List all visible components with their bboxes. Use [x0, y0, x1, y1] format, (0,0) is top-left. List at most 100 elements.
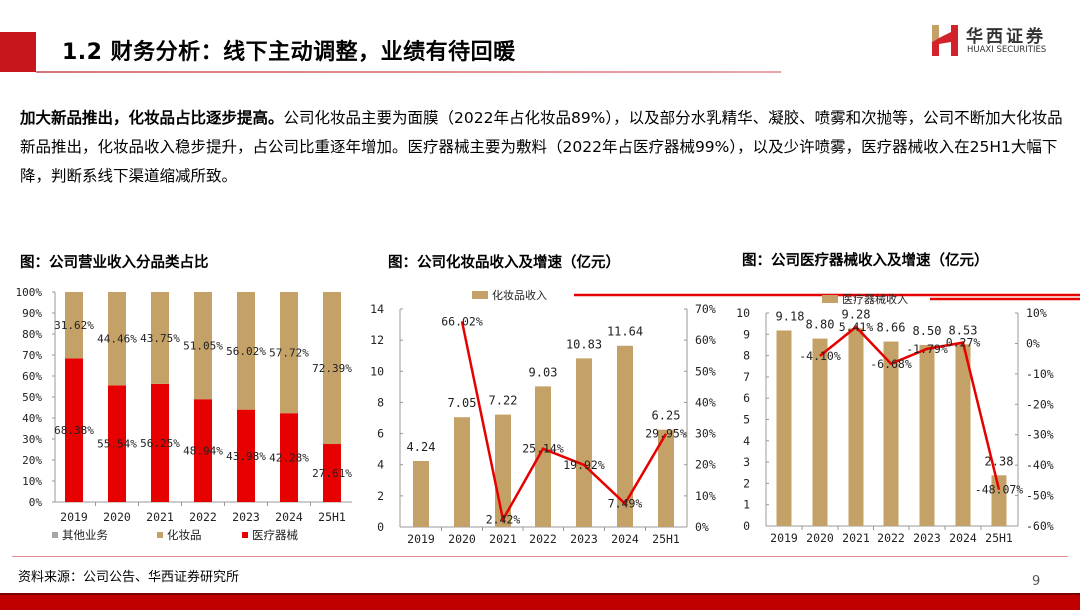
chart1-y-tick-label: 80% [22, 328, 42, 341]
chart1-y-tick-label: 30% [22, 433, 42, 446]
chart1-label-medical: 42.28% [269, 452, 309, 465]
chart2-yoy-label: 19.92% [563, 458, 605, 472]
chart3-bar-label: 8.66 [877, 321, 906, 335]
chart2-x-tick-label: 2019 [407, 532, 435, 546]
chart3-bar-label: 2.38 [985, 454, 1014, 468]
chart3-x-tick-label: 2022 [877, 531, 905, 545]
chart1-label-cosmetics: 44.46% [97, 333, 137, 346]
chart3-bar-label: 8.80 [806, 318, 835, 332]
chart3-y2-tick-label: -10% [1026, 367, 1054, 381]
chart2-y2-tick-label: 70% [695, 302, 716, 316]
chart1-legend-label: 其他业务 [62, 528, 108, 542]
chart1-bar-medical [108, 385, 126, 502]
chart3-x-tick-label: 2020 [806, 531, 834, 545]
chart3-bar [955, 344, 971, 526]
chart1-bar-cosmetics [280, 292, 298, 414]
chart2-y2-tick-label: 50% [695, 364, 716, 378]
chart3-y-tick-label: 5 [743, 413, 750, 427]
chart2-y-tick-label: 10 [370, 364, 384, 378]
chart2-bar [454, 417, 470, 527]
chart3-yoy-label: 0.27% [946, 336, 981, 350]
chart1-bar-medical [280, 413, 298, 502]
chart1-label-medical: 68.38% [54, 424, 94, 437]
chart2-bar-label: 10.83 [566, 337, 602, 351]
chart3-bar [812, 338, 828, 526]
chart1-y-tick-label: 0% [29, 496, 43, 509]
chart2-y-tick-label: 6 [377, 427, 384, 441]
chart1-bar-cosmetics [323, 292, 341, 445]
chart1-legend-swatch [242, 532, 248, 538]
chart2-y2-tick-label: 10% [695, 489, 716, 503]
chart2-bar [535, 386, 551, 527]
chart1-y-tick-label: 60% [22, 370, 42, 383]
chart1-bar-cosmetics [151, 292, 169, 384]
chart3-y2-tick-label: 0% [1026, 336, 1040, 350]
chart3-yoy-label: -4.10% [799, 349, 841, 363]
logo-h-icon [932, 25, 958, 56]
chart2-bar-label: 7.05 [448, 396, 477, 410]
chart3-bar-label: 8.50 [913, 324, 942, 338]
chart3-yoy-label: -48.07% [975, 483, 1024, 497]
chart1-legend-swatch [157, 532, 163, 538]
chart2-legend-bar-swatch [472, 291, 488, 299]
chart1-label-cosmetics: 72.39% [312, 362, 352, 375]
header-accent-block [0, 32, 36, 72]
chart2-y2-tick-label: 0% [695, 520, 709, 534]
chart1-label-medical: 48.94% [183, 445, 223, 458]
chart3-yoy-label: -6.68% [870, 357, 912, 371]
chart2-legend-bar-label: 化妆品收入 [492, 288, 547, 302]
chart3-x-tick-label: 25H1 [985, 531, 1013, 545]
chart3-bar [883, 341, 899, 526]
chart2-x-tick-label: 25H1 [652, 532, 680, 546]
page-title: 1.2 财务分析：线下主动调整，业绩有待回暖 [62, 40, 516, 65]
chart2-bar-label: 6.25 [652, 409, 681, 423]
chart1-x-tick-label: 2022 [189, 510, 217, 524]
chart3-y-tick-label: 10 [736, 306, 750, 320]
chart1-bar-medical [323, 444, 341, 502]
chart3-x-tick-label: 2024 [949, 531, 977, 545]
chart1-y-tick-label: 20% [22, 454, 42, 467]
chart2-bar-label: 11.64 [607, 325, 643, 339]
chart3-y-tick-label: 1 [743, 498, 750, 512]
chart3-y-tick-label: 3 [743, 455, 750, 469]
chart1-bar-cosmetics [237, 292, 255, 410]
chart1-y-tick-label: 70% [22, 349, 42, 362]
chart2-bar [576, 358, 592, 527]
chart3-bar [848, 328, 864, 526]
chart1-y-tick-label: 10% [22, 475, 42, 488]
chart1-x-tick-label: 25H1 [318, 510, 346, 524]
chart2-y2-tick-label: 60% [695, 333, 716, 347]
chart1-bar-medical [65, 358, 83, 502]
chart3-legend-bar-swatch [822, 295, 838, 303]
chart3-x-tick-label: 2021 [842, 531, 870, 545]
chart1-title: 图：公司营业收入分品类占比 [20, 255, 209, 271]
chart3-y2-tick-label: -60% [1026, 519, 1054, 533]
chart3-bar [776, 330, 792, 526]
chart3-y2-tick-label: -30% [1026, 428, 1054, 442]
chart1-x-tick-label: 2019 [60, 510, 88, 524]
chart1-y-tick-label: 100% [16, 286, 43, 299]
chart1-bar-medical [237, 409, 255, 502]
chart3-y2-tick-label: -20% [1026, 397, 1054, 411]
chart3-y2-tick-label: -50% [1026, 489, 1054, 503]
chart1-bar-cosmetics [194, 292, 212, 400]
chart2-x-tick-label: 2023 [570, 532, 598, 546]
chart2-bar [658, 429, 674, 527]
chart2-yoy-label: 29.95% [645, 427, 687, 441]
chart2-x-tick-label: 2024 [611, 532, 639, 546]
intro-paragraph: 加大新品推出，化妆品占比逐步提高。公司化妆品主要为面膜（2022年占化妆品89%… [20, 104, 1065, 191]
chart2-bar-label: 7.22 [489, 394, 518, 408]
chart1-x-tick-label: 2023 [232, 510, 260, 524]
chart2-title: 图：公司化妆品收入及增速（亿元） [388, 255, 620, 271]
chart2-y-tick-label: 14 [370, 302, 384, 316]
chart2-bar [617, 345, 633, 527]
chart1-label-cosmetics: 57.72% [269, 347, 309, 360]
huaxi-logo: 华西证券 HUAXI SECURITIES [930, 22, 1060, 62]
chart2-bar-label: 9.03 [529, 365, 558, 379]
chart3-y2-tick-label: 10% [1026, 306, 1047, 320]
chart3-x-tick-label: 2019 [770, 531, 798, 545]
chart2-y-tick-label: 0 [377, 520, 384, 534]
chart1-label-medical: 56.25% [140, 437, 180, 450]
chart1-bar-cosmetics [65, 292, 83, 359]
